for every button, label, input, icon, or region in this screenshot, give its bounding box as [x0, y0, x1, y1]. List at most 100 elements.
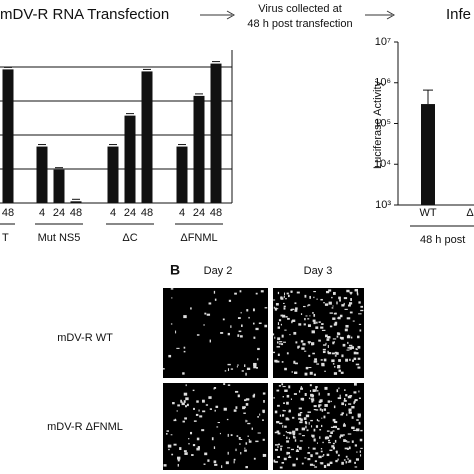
cell-spot	[321, 417, 323, 419]
cell-spot	[208, 302, 212, 305]
cell-spot	[277, 404, 280, 407]
cell-spot	[314, 460, 318, 463]
cell-spot	[196, 437, 200, 441]
cell-spot	[171, 453, 174, 456]
cell-spot	[353, 383, 357, 386]
cell-spot	[359, 438, 363, 442]
cell-spot	[299, 440, 303, 442]
cell-spot	[198, 409, 200, 412]
cell-spot	[329, 449, 333, 452]
cell-spot	[216, 426, 219, 428]
cell-spot	[255, 292, 258, 295]
group-label: 48 h post	[420, 234, 465, 246]
cell-spot	[305, 315, 308, 317]
cell-spot	[339, 336, 341, 339]
cell-spot	[185, 397, 189, 401]
cell-spot	[333, 421, 338, 424]
cell-spot	[264, 324, 268, 328]
cell-spot	[304, 457, 307, 459]
cell-spot	[341, 304, 345, 307]
cell-spot	[213, 446, 216, 449]
cell-spot	[288, 410, 291, 413]
cell-spot	[315, 326, 319, 329]
cell-spot	[235, 406, 238, 409]
cell-spot	[278, 343, 281, 345]
cell-spot	[336, 332, 340, 335]
cell-spot	[262, 453, 267, 457]
cell-spot	[331, 445, 335, 448]
cell-spot	[349, 395, 353, 397]
cell-spot	[213, 387, 215, 390]
cell-spot	[185, 405, 187, 408]
cell-spot	[183, 400, 186, 403]
cell-spot	[348, 410, 351, 413]
cell-spot	[333, 341, 335, 343]
cell-spot	[314, 358, 317, 361]
cell-spot	[294, 362, 298, 365]
cell-spot	[355, 428, 360, 432]
cell-spot	[228, 299, 232, 302]
cell-spot	[320, 326, 324, 329]
cell-spot	[237, 364, 239, 366]
cell-spot	[316, 363, 320, 365]
cell-spot	[307, 452, 311, 454]
cell-spot	[347, 341, 349, 344]
cell-spot	[163, 368, 165, 370]
cell-spot	[320, 359, 323, 361]
cell-spot	[274, 359, 278, 363]
cell-spot	[256, 367, 258, 369]
bar	[70, 201, 82, 203]
cell-spot	[233, 458, 236, 461]
cell-spot	[276, 308, 279, 310]
cell-spot	[318, 392, 320, 396]
cell-spot	[353, 357, 357, 361]
cell-spot	[331, 352, 335, 355]
cell-spot	[199, 415, 203, 418]
cell-spot	[358, 421, 361, 425]
cell-spot	[308, 397, 311, 400]
column-label: Day 2	[204, 265, 233, 277]
cell-spot	[358, 301, 361, 304]
cell-spot	[283, 402, 285, 404]
cell-spot	[315, 425, 319, 428]
cell-spot	[357, 413, 361, 417]
cell-spot	[356, 419, 359, 421]
cell-spot	[300, 340, 304, 343]
cell-spot	[183, 450, 187, 453]
cell-spot	[290, 290, 293, 293]
cell-spot	[307, 318, 310, 320]
cell-spot	[330, 431, 333, 434]
bar	[36, 146, 48, 203]
bar	[53, 169, 65, 203]
cell-spot	[300, 397, 303, 401]
cell-spot	[257, 358, 259, 361]
cell-spot	[326, 430, 330, 432]
cell-spot	[315, 387, 317, 390]
cell-spot	[288, 294, 290, 298]
bar	[2, 69, 14, 203]
cell-spot	[274, 431, 277, 434]
cell-spot	[327, 345, 329, 348]
cell-spot	[262, 409, 265, 413]
cell-spot	[276, 421, 280, 424]
cell-spot	[166, 430, 169, 432]
cell-spot	[320, 450, 323, 453]
cell-spot	[284, 298, 287, 300]
cell-spot	[333, 405, 336, 409]
cell-spot	[274, 307, 277, 311]
cell-spot	[332, 430, 335, 432]
cell-spot	[277, 326, 281, 329]
cell-spot	[181, 402, 185, 406]
cell-spot	[316, 442, 318, 444]
step-text: 48 h post transfection	[247, 18, 352, 30]
cell-spot	[339, 299, 341, 302]
cell-spot	[244, 364, 246, 367]
cell-spot	[308, 367, 312, 369]
cell-spot	[283, 341, 286, 343]
cell-spot	[167, 444, 172, 448]
cell-spot	[313, 405, 317, 408]
cell-spot	[315, 409, 319, 411]
cell-spot	[313, 321, 316, 325]
cell-spot	[245, 372, 247, 376]
cell-spot	[292, 463, 296, 467]
